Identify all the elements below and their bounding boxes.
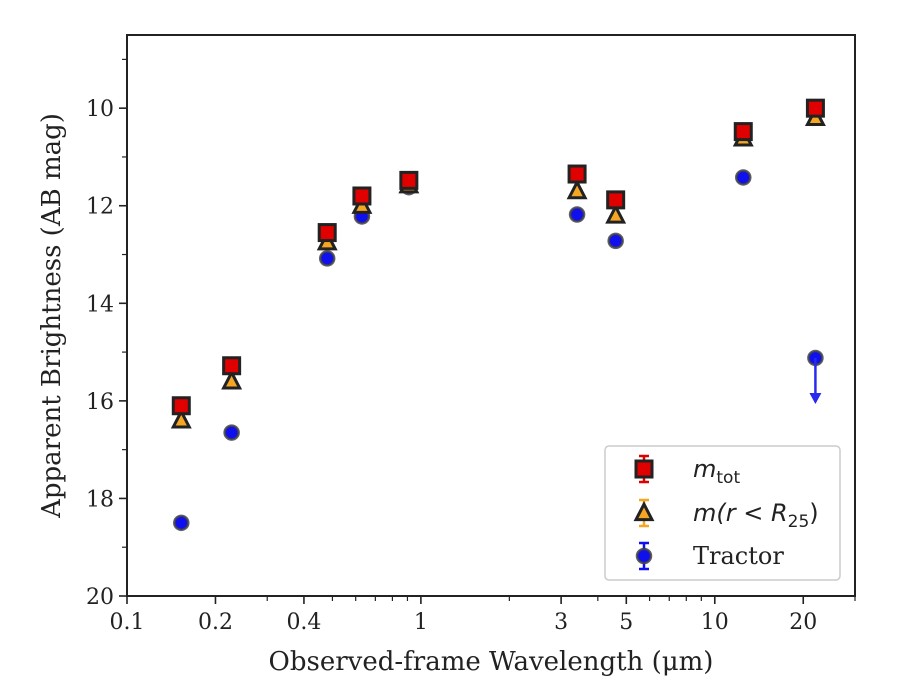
y-tick-label: 12 bbox=[86, 195, 114, 220]
x-tick-label: 1 bbox=[414, 610, 428, 635]
y-tick-label: 18 bbox=[86, 487, 114, 512]
x-tick-label: 20 bbox=[789, 610, 817, 635]
y-tick-label: 10 bbox=[86, 97, 114, 122]
y-tick-label: 20 bbox=[86, 585, 114, 610]
y-tick-label: 14 bbox=[86, 292, 114, 317]
y-tick-label: 16 bbox=[86, 390, 114, 415]
legend-label: Tractor bbox=[693, 542, 784, 570]
legend-label-subscript: 25 bbox=[788, 512, 810, 532]
x-tick-label: 3 bbox=[554, 610, 568, 635]
axis-ticks: 0.1 0.2 0.4 1 3 5 10 20 10 12 14 16 18 20 bbox=[86, 58, 856, 635]
plot-frame bbox=[126, 34, 856, 597]
x-tick-label: 0.1 bbox=[110, 610, 145, 635]
legend-label-suffix: ) bbox=[809, 499, 818, 527]
legend-label-subscript: tot bbox=[716, 468, 740, 488]
y-axis-title: Apparent Brightness (AB mag) bbox=[37, 113, 67, 519]
upper-limit-arrow-head bbox=[809, 392, 822, 404]
x-tick-label: 0.4 bbox=[286, 610, 321, 635]
x-tick-label: 5 bbox=[619, 610, 633, 635]
legend-label: mtot bbox=[693, 455, 740, 488]
legend-marker bbox=[635, 547, 653, 565]
legend-marker bbox=[633, 500, 655, 522]
legend-label-main: Tractor bbox=[693, 542, 784, 570]
legend-label-main: m(r < R bbox=[693, 499, 788, 527]
x-axis-title: Observed-frame Wavelength (μm) bbox=[269, 647, 714, 677]
legend-box bbox=[604, 445, 841, 581]
x-tick-label: 10 bbox=[701, 610, 729, 635]
data-points bbox=[170, 98, 826, 532]
legend-marker bbox=[634, 459, 654, 479]
x-tick-label: 0.2 bbox=[198, 610, 233, 635]
legend-label: m(r < R25) bbox=[693, 499, 819, 532]
legend-label-main: m bbox=[693, 455, 716, 483]
legend: mtot m(r < R25) Tractor bbox=[604, 445, 841, 581]
